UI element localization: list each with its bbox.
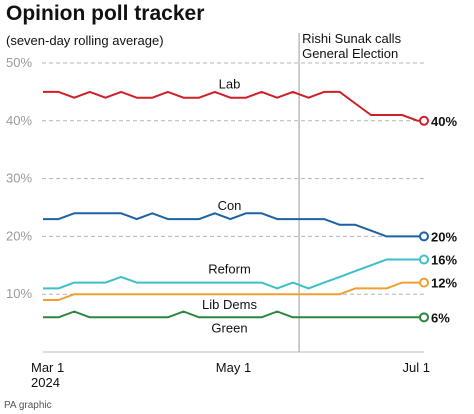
end-label-green: 6% (431, 310, 450, 325)
end-label-lib-dems: 12% (431, 276, 457, 291)
end-label-reform: 16% (431, 253, 457, 268)
series-name-con: Con (218, 198, 242, 213)
annotation-line-1: Rishi Sunak calls (302, 31, 401, 46)
series-name-reform: Reform (208, 262, 251, 277)
y-tick-label: 30% (6, 171, 32, 186)
end-label-con: 20% (431, 229, 457, 244)
x-tick-label: Mar 1 (31, 360, 64, 375)
y-tick-label: 20% (6, 228, 32, 243)
series-lines (43, 90, 429, 323)
end-marker-con (419, 231, 429, 242)
end-marker-lab (419, 115, 429, 126)
series-name-lab: Lab (219, 77, 241, 92)
y-tick-label: 10% (6, 286, 32, 301)
chart-subtitle: (seven-day rolling average) (6, 33, 164, 48)
x-tick-sublabel: 2024 (31, 375, 60, 390)
gridlines (42, 62, 424, 295)
end-marker-reform (419, 254, 429, 265)
credit-text: PA graphic (4, 400, 52, 411)
series-line-lab (43, 90, 424, 122)
end-marker-lib-dems (419, 277, 429, 288)
annotation-line-2: General Election (302, 46, 398, 61)
series-line-con (43, 212, 424, 238)
series-line-lib-dems (43, 281, 424, 301)
y-tick-label: 50% (6, 55, 32, 70)
x-tick-label: Jul 1 (403, 360, 430, 375)
series-line-reform (43, 258, 424, 290)
series-labels: 40% Lab 20% Con 16% Reform 12% Lib Dems 6% Green (202, 77, 457, 336)
chart-title: Opinion poll tracker (6, 2, 204, 25)
series-line-green (43, 310, 424, 319)
x-tick-label: May 1 (216, 360, 251, 375)
y-tick-labels: 10% 20% 30% 40% 50% (6, 55, 32, 301)
series-name-lib-dems: Lib Dems (202, 297, 257, 312)
y-tick-label: 40% (6, 113, 32, 128)
end-label-lab: 40% (431, 114, 457, 129)
series-name-green: Green (211, 320, 247, 335)
end-marker-green (419, 312, 429, 323)
